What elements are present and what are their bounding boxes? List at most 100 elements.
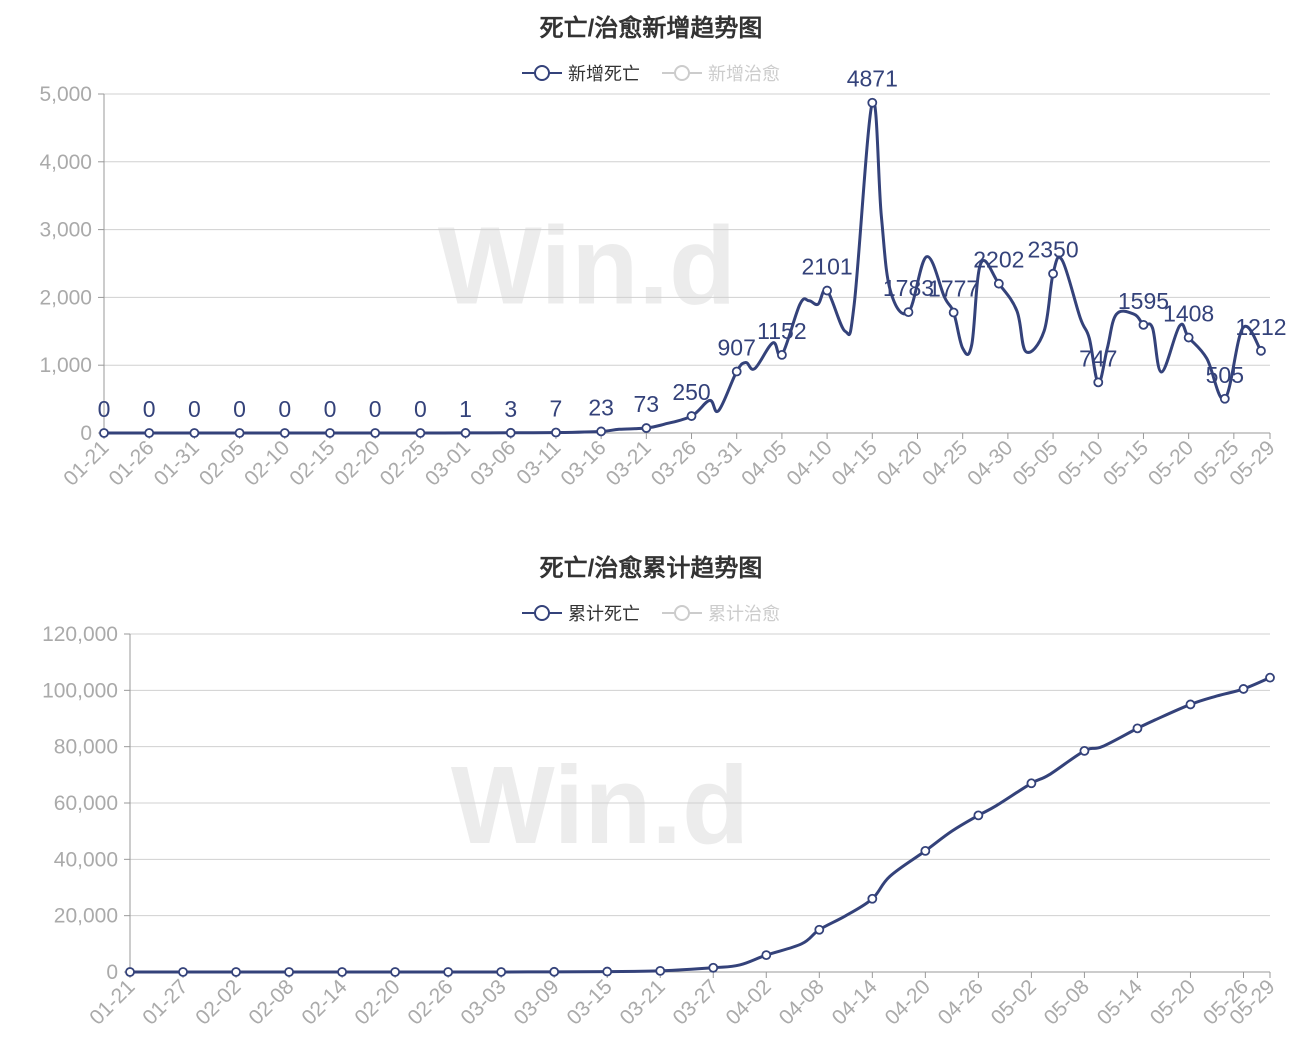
- data-point: [125, 967, 135, 977]
- data-label: 2202: [973, 247, 1024, 273]
- x-tick-label: 02-15: [285, 436, 339, 490]
- y-tick-label: 20,000: [54, 905, 118, 928]
- y-tick-label: 80,000: [54, 736, 118, 759]
- data-point: [284, 967, 294, 977]
- x-tick-label: 03-15: [562, 975, 616, 1029]
- data-label: 1152: [757, 318, 806, 344]
- data-point: [993, 278, 1004, 289]
- legend-item-cumulative-recoveries[interactable]: 累计治愈: [662, 600, 780, 626]
- watermark-text: Win.d: [438, 205, 736, 328]
- data-label: 0: [324, 396, 337, 422]
- data-point: [99, 428, 109, 438]
- legend-line-marker-icon: [662, 605, 702, 621]
- data-point: [920, 845, 931, 856]
- data-point: [1132, 723, 1143, 734]
- data-label: 0: [98, 396, 111, 422]
- data-label: 1: [459, 396, 472, 422]
- chart-plot-area: Win.d 0 20,000 40,000 60,000 80,000 100,000 120…: [42, 623, 1279, 1030]
- x-tick-label: 05-20: [1144, 436, 1198, 490]
- data-label: 4871: [847, 66, 898, 92]
- data-point: [443, 967, 454, 977]
- legend-label: 累计治愈: [708, 604, 780, 624]
- data-point: [496, 967, 507, 977]
- data-label: 907: [718, 335, 756, 361]
- data-point: [822, 285, 833, 296]
- y-tick-label: 120,000: [42, 623, 118, 646]
- y-tick-label: 4,000: [39, 151, 92, 174]
- series-line: [129, 676, 1271, 974]
- x-tick-label: 04-05: [737, 436, 791, 490]
- x-tick-label: 05-02: [987, 975, 1041, 1029]
- x-tick-label: 04-15: [828, 436, 882, 490]
- x-tick-label: 04-10: [782, 436, 836, 490]
- x-tick-label: 03-16: [556, 436, 610, 490]
- x-tick-label: 03-09: [509, 975, 563, 1029]
- data-label: 7: [550, 396, 563, 422]
- x-tick-label: 04-26: [934, 975, 988, 1029]
- y-tick-label: 5,000: [39, 83, 92, 106]
- y-tick-label: 1,000: [39, 354, 92, 377]
- x-tick-label: 02-02: [191, 975, 245, 1029]
- data-point: [1238, 684, 1249, 694]
- x-tick-label: 03-01: [421, 436, 475, 490]
- data-point: [189, 428, 200, 438]
- data-point: [602, 966, 613, 977]
- legend-item-cumulative-deaths[interactable]: 累计死亡: [522, 600, 640, 626]
- data-label: 1212: [1235, 314, 1286, 340]
- x-tick-label: 02-08: [244, 975, 298, 1029]
- x-tick-label: 05-20: [1146, 975, 1200, 1029]
- data-point: [325, 428, 335, 438]
- x-tick-label: 04-20: [881, 975, 935, 1029]
- data-point: [415, 428, 426, 438]
- data-point: [1256, 345, 1266, 356]
- legend-item-new-deaths[interactable]: 新增死亡: [522, 60, 640, 86]
- legend-label: 新增死亡: [568, 64, 640, 84]
- data-label: 1777: [928, 276, 979, 302]
- x-tick-label: 01-27: [138, 975, 192, 1029]
- legend-item-new-recoveries[interactable]: 新增治愈: [662, 60, 780, 86]
- x-tick-label: 02-14: [297, 975, 351, 1029]
- y-tick-label: 100,000: [42, 679, 118, 702]
- cumulative-trend-chart: 死亡/治愈累计趋势图 累计死亡 累计治愈 Win.d 0 20,000 40,000 6…: [0, 540, 1302, 1050]
- data-label: 747: [1079, 345, 1117, 371]
- data-point: [178, 967, 188, 977]
- x-tick-label: 03-21: [616, 975, 670, 1029]
- data-point: [777, 349, 787, 360]
- x-tick-label: 03-06: [466, 436, 520, 490]
- y-tick-label: 0: [80, 422, 92, 445]
- data-point: [337, 967, 347, 977]
- x-tick-label: 02-20: [330, 436, 384, 490]
- chart-legend: 累计死亡 累计治愈: [0, 600, 1302, 626]
- data-label: 250: [672, 379, 710, 405]
- chart-legend: 新增死亡 新增治愈: [0, 60, 1302, 86]
- x-tick-label: 03-03: [456, 975, 510, 1029]
- data-point: [1219, 393, 1230, 404]
- y-tick-label: 40,000: [54, 848, 118, 871]
- data-point: [549, 966, 560, 977]
- watermark-text: Win.d: [451, 744, 749, 867]
- chart-title: 死亡/治愈新增趋势图: [539, 15, 763, 42]
- data-label: 0: [369, 396, 382, 422]
- chart-title: 死亡/治愈累计趋势图: [539, 555, 763, 582]
- x-tick-label: 04-08: [775, 975, 829, 1029]
- x-tick-label: 03-27: [669, 975, 723, 1029]
- data-point: [1093, 377, 1104, 388]
- chart-plot-area: Win.d01,0002,0003,0004,0005,00001-2101-2…: [39, 66, 1286, 491]
- legend-line-marker-icon: [522, 605, 562, 621]
- data-point: [231, 967, 241, 977]
- x-tick-label: 04-14: [828, 975, 882, 1029]
- data-label: 2101: [802, 254, 853, 280]
- y-tick-label: 60,000: [54, 792, 118, 815]
- data-point: [948, 307, 959, 318]
- x-tick-label: 03-21: [602, 436, 656, 490]
- data-point: [1079, 745, 1090, 756]
- data-point: [460, 428, 471, 438]
- data-point: [761, 950, 772, 961]
- data-label: 1408: [1163, 301, 1214, 327]
- data-point: [1048, 268, 1058, 279]
- data-point: [551, 427, 561, 438]
- data-point: [370, 428, 381, 438]
- x-tick-label: 03-11: [512, 436, 565, 489]
- data-point: [279, 428, 290, 438]
- x-tick-label: 04-20: [873, 436, 927, 490]
